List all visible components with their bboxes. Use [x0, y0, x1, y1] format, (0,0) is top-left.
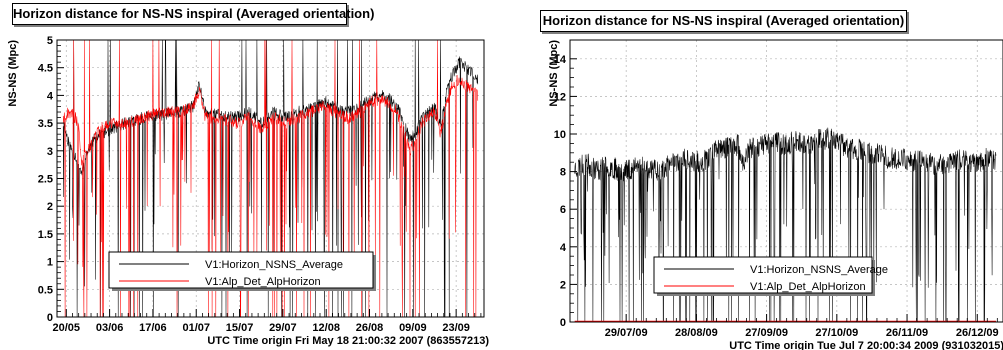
y-tick-label: 0 — [560, 317, 566, 329]
legend-label: V1:Horizon_NSNS_Average — [750, 264, 888, 276]
series-line — [574, 127, 997, 323]
y-tick-label: 2 — [47, 201, 53, 213]
chart-panel-left: Horizon distance for NS-NS inspiral (Ave… — [0, 0, 500, 350]
chart-right: 0 2 4 6 8 10 12 14 29/07/09 28/08/09 27/09/09 27/10… — [548, 39, 1003, 350]
y-tick-label: 1 — [47, 257, 53, 269]
series-v1-horizon-nsns-average — [574, 127, 997, 323]
y-tick-label: 2.5 — [38, 174, 53, 186]
legend-label: V1:Alp_Det_AlpHorizon — [750, 281, 866, 293]
x-axis-title: UTC Time origin Fri May 18 21:00:32 2007… — [207, 335, 489, 347]
y-axis-title: NS-NS (Mpc) — [548, 40, 560, 107]
y-tick-label: 4 — [560, 242, 567, 254]
y-axis-title: NS-NS (Mpc) — [7, 40, 19, 107]
x-tick-label: 20/05 — [53, 322, 81, 334]
y-tick-label: 6 — [560, 204, 566, 216]
x-tick-label: 09/09 — [399, 322, 427, 334]
y-tick-label: 4 — [47, 90, 54, 102]
series-line — [62, 39, 479, 318]
x-tick-label: 28/08/09 — [675, 327, 718, 339]
x-tick-label: 29/07 — [269, 322, 297, 334]
series-v1-alp-det-alphorizon — [62, 39, 479, 318]
y-tick-label: 12 — [554, 91, 566, 103]
x-tick-label: 17/06 — [139, 322, 167, 334]
x-tick-label: 26/11/09 — [886, 327, 928, 339]
y-tick-label: 0 — [47, 312, 53, 324]
x-tick-label: 26/08 — [356, 322, 384, 334]
y-tick-label: 8 — [560, 167, 566, 179]
x-axis: 20/05 03/06 17/06 01/07 15/07 29/07 12/08 26/08… — [53, 309, 482, 334]
y-tick-label: 4.5 — [38, 63, 53, 75]
y-axis: 0 0.5 1 1.5 2 2.5 3 3.5 4 4.5 5 — [38, 35, 64, 324]
series-v1-horizon-nsns-average — [62, 39, 479, 318]
x-tick-label: 03/06 — [96, 322, 124, 334]
chart-title: Horizon distance for NS-NS inspiral (Ave… — [540, 10, 907, 32]
x-axis-title: UTC Time origin Tue Jul 7 20:00:34 2009 … — [729, 340, 1003, 350]
y-tick-label: 10 — [554, 129, 566, 141]
legend-box — [108, 251, 374, 289]
y-tick-label: 5 — [47, 35, 53, 47]
x-tick-label: 15/07 — [226, 322, 254, 334]
legend-label: V1:Horizon_NSNS_Average — [205, 259, 343, 271]
legend: V1:Horizon_NSNS_Average V1:Alp_Det_AlpHor… — [653, 256, 888, 296]
x-tick-label: 29/07/09 — [605, 327, 648, 339]
y-tick-label: 3 — [47, 146, 53, 158]
x-axis: 29/07/09 28/08/09 27/09/09 27/10/09 26/11/09… — [605, 314, 999, 339]
y-tick-label: 1.5 — [38, 229, 53, 241]
x-tick-label: 27/09/09 — [745, 327, 788, 339]
x-tick-label: 01/07 — [182, 322, 210, 334]
y-tick-label: 14 — [554, 54, 567, 66]
chart-left: 0 0.5 1 1.5 2 2.5 3 3.5 4 4.5 5 20/05 03/06 17/06 01/0… — [7, 35, 489, 347]
x-tick-label: 26/12/09 — [956, 327, 999, 339]
y-tick-label: 2 — [560, 279, 566, 291]
legend-label: V1:Alp_Det_AlpHorizon — [205, 276, 321, 288]
chart-title: Horizon distance for NS-NS inspiral (Ave… — [12, 3, 374, 25]
series-line — [62, 39, 479, 318]
chart-panel-right: Horizon distance for NS-NS inspiral (Ave… — [500, 0, 1003, 350]
y-axis: 0 2 4 6 8 10 12 14 — [554, 54, 577, 329]
legend: V1:Horizon_NSNS_Average V1:Alp_Det_AlpHor… — [108, 251, 376, 291]
y-tick-label: 3.5 — [38, 118, 53, 130]
x-tick-label: 27/10/09 — [815, 327, 858, 339]
y-tick-label: 0.5 — [38, 284, 53, 296]
x-tick-label: 12/08 — [312, 322, 340, 334]
x-tick-label: 23/09 — [442, 322, 470, 334]
legend-box — [653, 256, 873, 294]
